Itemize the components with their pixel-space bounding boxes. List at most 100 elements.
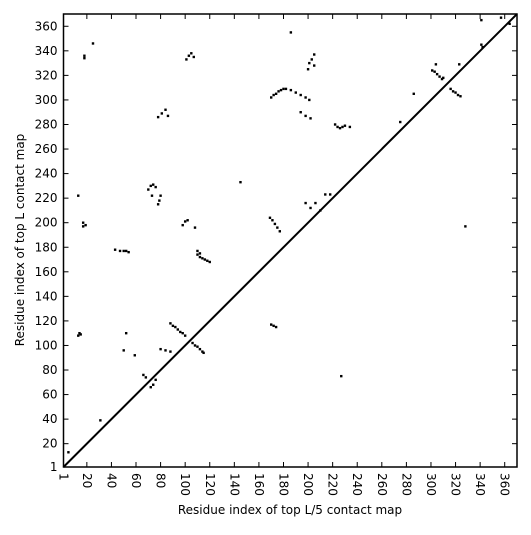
x-tick-label: 140 — [227, 473, 241, 496]
contact-point — [174, 325, 177, 329]
contact-point — [333, 123, 337, 126]
contact-point — [268, 216, 272, 219]
contact-point — [78, 331, 81, 335]
x-tick-label: 20 — [80, 473, 94, 488]
contact-point — [277, 90, 280, 93]
contact-point — [190, 52, 193, 55]
contact-point — [83, 56, 86, 60]
contact-point — [458, 63, 461, 66]
contact-point — [412, 92, 415, 95]
x-tick-label: 220 — [326, 473, 340, 496]
contact-point — [159, 194, 162, 197]
x-tick-label: 160 — [252, 473, 266, 496]
contact-point — [122, 249, 125, 253]
contact-point — [313, 53, 316, 56]
contact-point — [181, 331, 184, 335]
contact-point — [284, 87, 288, 91]
contact-point — [171, 324, 175, 328]
x-tick-label: 320 — [449, 473, 463, 496]
contact-point — [338, 126, 342, 130]
contact-point — [187, 54, 191, 57]
y-tick-label: 340 — [35, 44, 58, 58]
contact-point — [313, 64, 316, 67]
contact-point — [304, 201, 307, 205]
contact-point — [440, 77, 444, 81]
contact-point — [176, 328, 179, 331]
y-tick-label: 60 — [42, 388, 57, 402]
contact-point — [304, 96, 307, 99]
y-tick-label: 100 — [35, 338, 58, 352]
contact-point — [328, 193, 332, 196]
contact-point — [164, 349, 167, 352]
x-tick-label: 240 — [350, 473, 364, 496]
contact-point — [304, 114, 307, 118]
contact-point — [149, 184, 152, 188]
contact-point — [434, 63, 438, 66]
contact-point — [179, 330, 182, 334]
contact-point — [299, 93, 302, 97]
contact-point — [314, 201, 317, 205]
y-tick-label: 120 — [35, 314, 58, 328]
contact-point — [159, 347, 162, 351]
contact-point — [193, 226, 197, 229]
contact-point — [127, 250, 130, 254]
contact-point — [193, 344, 197, 347]
contact-point — [306, 68, 310, 71]
contact-point — [185, 58, 188, 61]
x-tick-label: 180 — [276, 473, 290, 496]
contact-point — [124, 249, 128, 253]
contact-point — [152, 383, 155, 386]
contact-point — [274, 325, 278, 329]
contact-point — [124, 331, 128, 335]
contact-point — [201, 257, 204, 260]
contact-point — [459, 95, 462, 98]
contact-point — [279, 88, 283, 92]
y-tick-label: 140 — [35, 289, 58, 303]
contact-point — [154, 378, 157, 382]
contact-point — [196, 253, 199, 256]
contact-point — [160, 112, 164, 115]
y-tick-label: 180 — [35, 240, 58, 254]
x-tick-label: 120 — [203, 473, 217, 496]
contact-point — [81, 221, 85, 224]
contact-point — [309, 117, 312, 120]
contact-point — [308, 61, 311, 65]
contact-point — [464, 225, 467, 228]
contact-point — [186, 219, 189, 222]
contact-point — [309, 206, 312, 210]
contact-point — [308, 98, 311, 102]
contact-point — [399, 120, 402, 124]
contact-point — [169, 350, 172, 353]
contact-point — [456, 93, 460, 97]
contact-point — [198, 255, 202, 259]
x-tick-label: 300 — [424, 473, 438, 496]
contact-point — [183, 334, 187, 337]
contact-point — [272, 93, 275, 97]
y-tick-label: 160 — [35, 265, 58, 279]
contact-point — [158, 199, 161, 202]
y-tick-label: 200 — [35, 216, 58, 230]
contact-point — [270, 96, 273, 99]
contact-point — [99, 419, 102, 422]
contact-point — [340, 374, 343, 378]
contact-point — [77, 194, 80, 197]
y-tick-label: 280 — [35, 117, 58, 131]
x-tick-label: 1 — [57, 473, 71, 481]
contact-point — [113, 248, 117, 251]
contact-point — [449, 87, 452, 91]
y-tick-label: 260 — [35, 142, 58, 156]
x-tick-label: 360 — [498, 473, 512, 496]
contact-point — [274, 92, 278, 95]
contact-point — [273, 222, 277, 226]
contact-point — [83, 54, 86, 57]
contact-point — [91, 42, 95, 45]
contact-point — [430, 69, 434, 72]
contact-point — [79, 333, 82, 336]
contact-point — [118, 249, 122, 253]
y-tick-label: 80 — [42, 363, 57, 377]
x-tick-label: 260 — [375, 473, 389, 496]
contact-point — [203, 258, 207, 261]
contact-point — [336, 125, 339, 129]
contact-point — [276, 226, 279, 229]
